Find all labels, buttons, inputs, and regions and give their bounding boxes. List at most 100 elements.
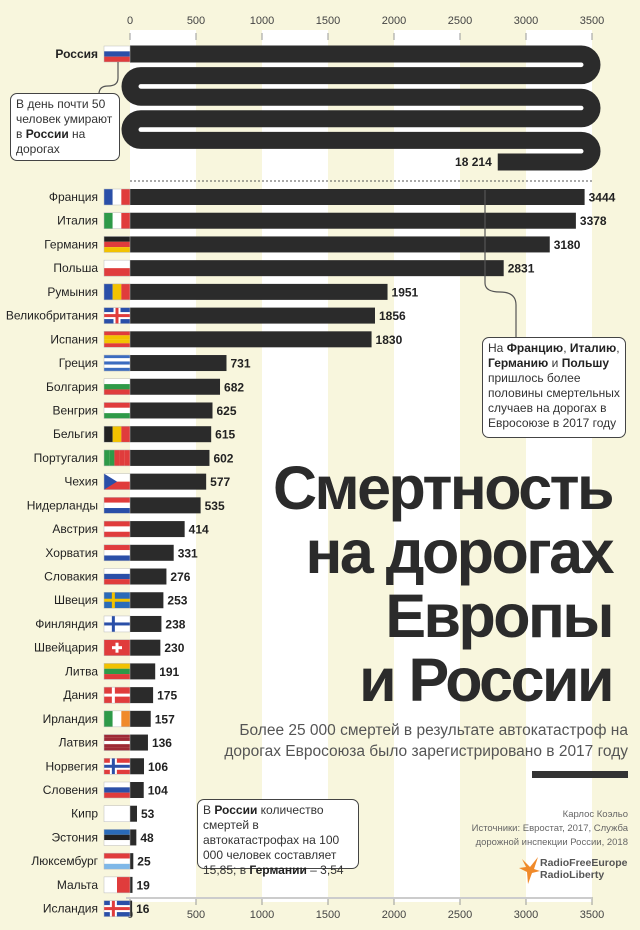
flag-stripe <box>104 51 130 57</box>
logo-text: RadioFreeEurope RadioLiberty <box>540 857 628 881</box>
flag-stripe <box>104 449 110 466</box>
bar <box>130 426 212 443</box>
flag-icon <box>103 663 131 680</box>
flag-border <box>103 425 131 443</box>
flag-cross <box>104 764 130 768</box>
bar <box>130 710 151 727</box>
note-text: – 3,54 <box>306 863 344 877</box>
subtitle: Более 25 000 смертей в результате автока… <box>224 722 628 760</box>
flag-cross <box>112 646 122 650</box>
flag-stripe <box>104 358 130 362</box>
flag-icon <box>103 805 131 822</box>
bar <box>130 639 161 656</box>
flag-icon <box>103 331 131 348</box>
grid-band <box>394 30 460 902</box>
flag-border <box>103 45 131 63</box>
credits: Карлос Коэльо Источники: Евростат, 2017,… <box>448 808 628 850</box>
flag-stripe <box>104 241 130 248</box>
flag-cross <box>104 693 130 697</box>
flag-stripe <box>104 56 130 62</box>
flag-stripe <box>112 710 122 727</box>
flag-icon <box>103 639 131 656</box>
flag-stripe <box>104 853 130 859</box>
flag-border <box>103 639 131 656</box>
flag-stripe <box>112 212 122 229</box>
x-tick-label-top: 3000 <box>514 15 538 27</box>
flag-stripe <box>121 212 130 229</box>
flag-stripe <box>104 46 130 52</box>
flag-icon <box>103 876 131 894</box>
category-label: Люксембург <box>31 854 98 868</box>
flag-border <box>103 734 131 751</box>
flag-stripe <box>104 787 130 793</box>
bar <box>130 900 133 917</box>
flag-stripe <box>104 555 130 561</box>
flag-stripe <box>104 331 130 336</box>
category-label: Греция <box>59 356 98 370</box>
note-text: на дорогах <box>16 127 86 156</box>
flag-stripe <box>104 384 130 390</box>
sources: Источники: Евростат, 2017, Служба дорожн… <box>471 823 628 848</box>
flag-stripe <box>104 247 130 253</box>
category-label: Польша <box>53 261 98 275</box>
flag-stripe <box>104 792 130 798</box>
note-text: На <box>488 341 507 355</box>
per100k-note: В России количество смертей в автокатаст… <box>197 799 359 877</box>
flag-stripe <box>104 829 130 835</box>
value-label: 53 <box>141 807 155 821</box>
flag-border <box>103 663 131 680</box>
eu-note: На Францию, Италию, Германию и Польшу пр… <box>482 337 626 438</box>
bar <box>130 687 154 704</box>
flag-border <box>103 307 131 324</box>
flag-icon <box>103 900 131 917</box>
bar <box>130 544 174 561</box>
bar <box>130 260 504 277</box>
x-tick-label-bottom: 1500 <box>316 909 340 921</box>
flag-stripe <box>104 413 130 419</box>
flag-cross <box>104 907 130 911</box>
flag-border <box>103 591 131 609</box>
flag-stripe <box>104 364 130 368</box>
x-tick-label-bottom: 1000 <box>250 909 274 921</box>
note-text: и <box>548 356 562 370</box>
flag-stripe <box>104 339 130 344</box>
flag-border <box>103 568 131 585</box>
value-label: 19 <box>137 878 151 892</box>
flag-stripe <box>104 740 130 745</box>
category-label: Словакия <box>44 570 98 584</box>
note-text: пришлось более половины смертельных случ… <box>488 371 620 430</box>
flag-border <box>103 331 131 348</box>
russia-bar <box>121 45 601 171</box>
flag-stripe <box>104 805 130 822</box>
x-tick-label-top: 1500 <box>316 15 340 27</box>
flag-stripe <box>104 544 130 551</box>
value-label: 3180 <box>554 238 581 252</box>
flag-stripe <box>104 355 130 359</box>
value-label-russia: 18 214 <box>455 155 492 169</box>
bar <box>130 592 164 609</box>
flag-stripe <box>119 449 125 466</box>
category-label: Чехия <box>64 475 98 489</box>
flag-icon <box>103 354 131 372</box>
bar <box>130 402 213 419</box>
note-text: , <box>563 341 570 355</box>
flag-stripe <box>104 361 130 365</box>
flag-stripe <box>104 734 130 738</box>
connector-line <box>98 62 119 95</box>
flag-stripe <box>104 663 130 669</box>
flag-border <box>103 449 131 467</box>
x-tick-label-top: 2000 <box>382 15 406 27</box>
flag-stripe <box>104 573 130 580</box>
flag-stripe <box>104 747 130 751</box>
value-label: 682 <box>224 380 244 394</box>
page-title: Смертность на дорогах Европы и России <box>273 456 615 712</box>
flag-stripe <box>104 502 130 509</box>
bar <box>130 449 210 466</box>
flag-stripe <box>104 389 130 395</box>
flag-border <box>103 686 131 704</box>
flag-stripe <box>104 402 130 408</box>
flag-icon <box>103 686 131 704</box>
note-bold: Италию <box>569 341 617 355</box>
flag-icon <box>103 829 131 846</box>
x-tick-label-bottom: 2000 <box>382 909 406 921</box>
